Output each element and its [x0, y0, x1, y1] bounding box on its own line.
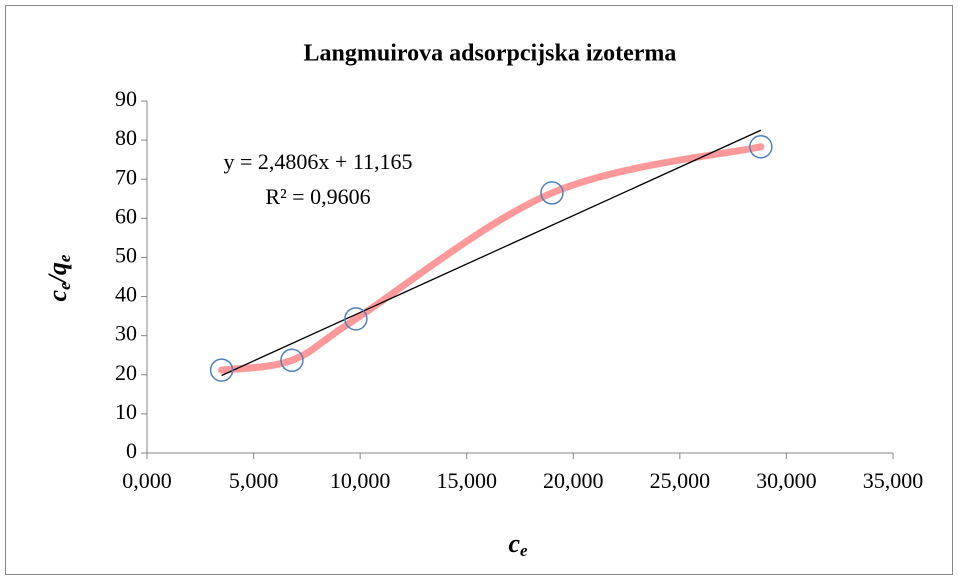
x-tick-label: 25,000 — [650, 468, 711, 493]
y-label-sub: e — [55, 282, 74, 290]
x-tick-label: 30,000 — [756, 468, 817, 493]
y-tick-label: 90 — [115, 86, 137, 111]
trendline — [221, 129, 762, 377]
x-tick-label: 5,000 — [229, 468, 279, 493]
chart-border — [5, 5, 953, 575]
y-label-main: c — [43, 289, 72, 301]
marker — [540, 181, 564, 205]
x-tick-label: 35,000 — [863, 468, 924, 493]
marker — [209, 358, 234, 382]
annotation: y = 2,4806x + 11,165 — [224, 149, 413, 174]
marker — [749, 135, 773, 159]
chart-title: Langmuirova adsorpcijska izoterma — [304, 41, 677, 67]
y-tick-label: 0 — [126, 438, 137, 463]
x-tick-label: 20,000 — [543, 468, 604, 493]
y-label-main: /q — [43, 262, 72, 284]
marker — [280, 348, 304, 373]
x-axis-label: ce — [508, 529, 528, 560]
x-tick-label: 15,000 — [436, 468, 497, 493]
y-tick-label: 50 — [115, 242, 137, 267]
x-label-main: c — [508, 529, 520, 558]
smooth-line — [218, 143, 765, 374]
y-tick-label: 10 — [115, 399, 137, 424]
y-label-sub: e — [55, 254, 74, 262]
y-tick-label: 40 — [115, 282, 137, 307]
y-tick-label: 80 — [115, 125, 137, 150]
x-tick-label: 0,000 — [122, 468, 172, 493]
y-tick-label: 60 — [115, 203, 137, 228]
annotation: R² = 0,9606 — [265, 184, 370, 209]
marker — [344, 307, 368, 331]
x-label-sub: e — [520, 541, 528, 560]
y-tick-label: 70 — [115, 164, 137, 189]
x-tick-label: 10,000 — [330, 468, 391, 493]
y-tick-label: 30 — [115, 321, 137, 346]
y-tick-label: 20 — [115, 360, 137, 385]
y-axis-label: ce/qe — [43, 254, 74, 301]
